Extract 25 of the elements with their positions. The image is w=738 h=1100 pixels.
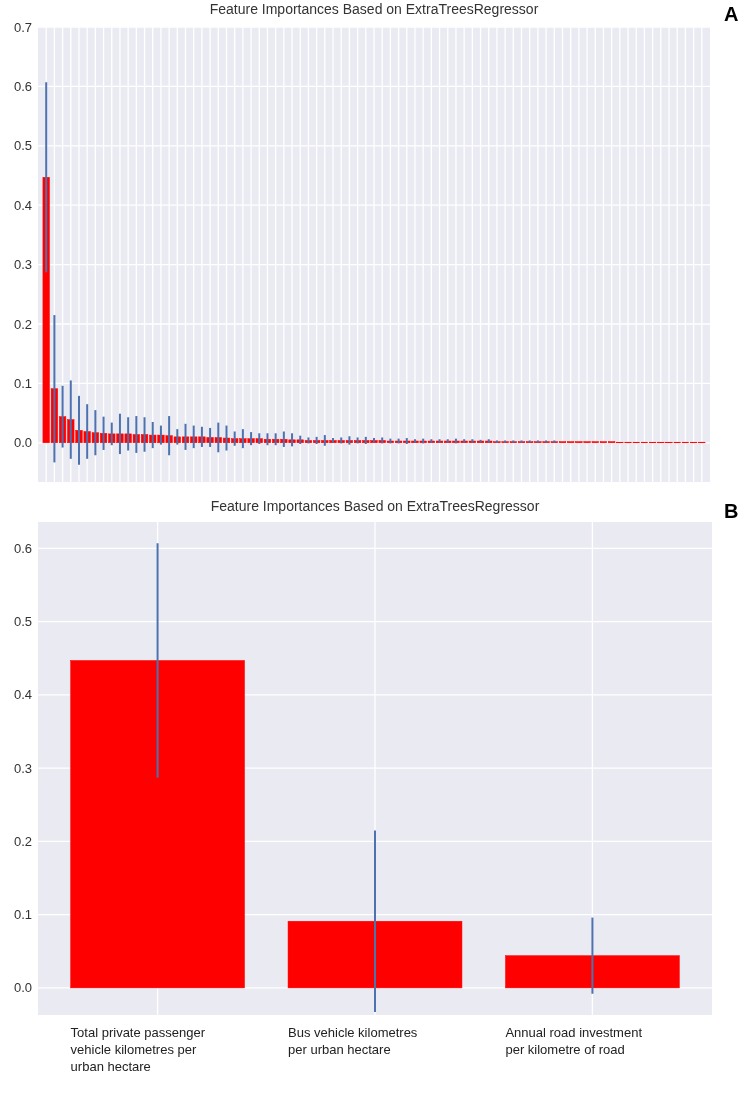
y-tick-label: 0.6 xyxy=(13,540,32,556)
y-tick-label: 0.1 xyxy=(13,907,32,923)
x-tick-label: Bus vehicle kilometres per urban hectare xyxy=(288,1025,418,1057)
y-tick-label: 0.1 xyxy=(13,375,32,391)
y-tick-label: 0.5 xyxy=(13,614,32,630)
y-tick-label: 0.0 xyxy=(13,435,32,451)
x-tick-label: Annual road investment per kilometre of road xyxy=(505,1025,643,1057)
y-tick-label: 0.2 xyxy=(13,833,32,849)
x-tick-label: Total private passenger vehicle kilometres per urban hectare xyxy=(70,1025,206,1074)
bar xyxy=(70,660,245,989)
y-tick-label: 0.6 xyxy=(13,78,32,94)
y-tick-label: 0.4 xyxy=(13,197,32,213)
y-tick-label: 0.2 xyxy=(13,316,32,332)
y-tick-label: 0.0 xyxy=(13,980,32,996)
bar xyxy=(505,955,680,989)
y-tick-label: 0.7 xyxy=(13,19,32,35)
bar xyxy=(287,920,463,989)
text: B xyxy=(724,500,738,522)
y-tick-label: 0.3 xyxy=(13,257,32,273)
chart-title: Feature Importances Based on ExtraTreesRegressor xyxy=(209,1,539,17)
y-tick-label: 0.3 xyxy=(13,760,32,776)
text: A xyxy=(724,3,738,25)
y-tick-label: 0.5 xyxy=(13,138,32,154)
y-tick-label: 0.4 xyxy=(13,687,32,703)
chart-title: Feature Importances Based on ExtraTreesRegressor xyxy=(210,498,540,514)
